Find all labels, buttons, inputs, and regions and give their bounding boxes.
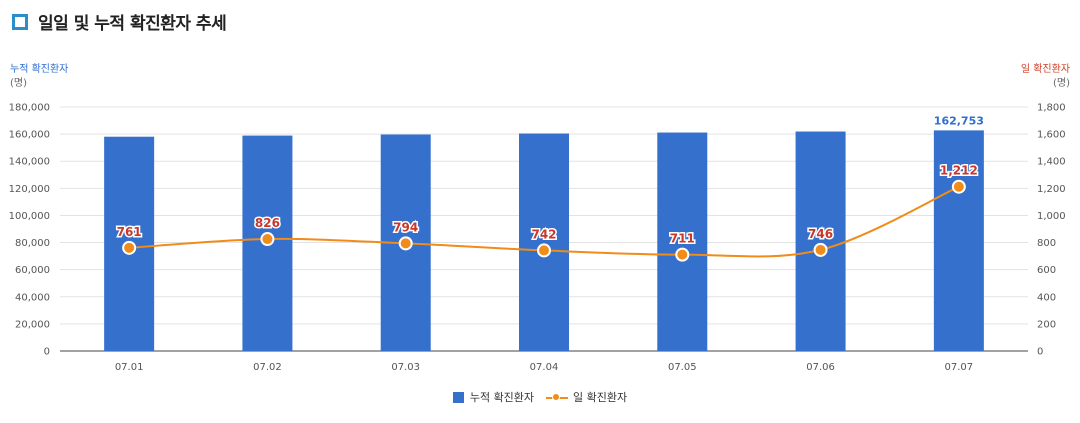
left-tick-label: 80,000	[15, 238, 50, 249]
left-tick-label: 120,000	[9, 184, 50, 195]
bar	[519, 133, 569, 351]
chart-title: 일일 및 누적 확진환자 추세	[38, 14, 227, 34]
line-data-label: 826	[255, 216, 280, 230]
left-tick-label: 140,000	[9, 157, 50, 168]
bar-swatch-icon	[452, 391, 464, 403]
square-bullet-icon	[12, 13, 28, 30]
left-tick-label: 0	[44, 347, 50, 358]
combo-chart: 0 0 20,000 200 40,000 400 60,000 600 80,000 800 10…	[9, 103, 1066, 374]
legend-item-cumulative[interactable]: 누적 확진환자	[452, 389, 535, 405]
left-axis-title: 누적 확진환자	[10, 64, 69, 75]
line-data-label: 794	[393, 220, 418, 234]
right-tick-label: 1,200	[1037, 184, 1066, 195]
x-tick-label: 07.03	[391, 362, 420, 373]
x-tick-label: 07.04	[530, 362, 559, 373]
x-tick-label: 07.05	[668, 362, 697, 373]
left-tick-label: 180,000	[9, 103, 50, 114]
line-data-label: 746	[808, 227, 833, 241]
legend-label-cumulative: 누적 확진환자	[469, 391, 535, 404]
line-data-label: 761	[117, 225, 142, 239]
right-tick-label: 0	[1037, 347, 1043, 358]
legend-item-daily[interactable]: 일 확진환자	[546, 389, 627, 405]
chart-legend: 누적 확진환자 일 확진환자	[0, 389, 1080, 405]
line-data-label: 1,212	[940, 164, 978, 178]
right-tick-label: 1,600	[1037, 130, 1066, 141]
right-tick-label: 1,400	[1037, 157, 1066, 168]
right-tick-label: 400	[1037, 292, 1056, 303]
right-axis-unit: (명)	[1052, 78, 1070, 89]
legend-label-daily: 일 확진환자	[573, 391, 628, 404]
line-data-label: 711	[670, 232, 695, 246]
line-point	[675, 247, 690, 262]
left-tick-label: 20,000	[15, 319, 50, 330]
left-tick-label: 40,000	[15, 292, 50, 303]
line-data-label: 742	[531, 227, 556, 241]
right-tick-label: 800	[1037, 238, 1056, 249]
left-tick-label: 100,000	[9, 211, 50, 222]
bar	[657, 132, 708, 351]
left-tick-label: 60,000	[15, 265, 50, 276]
x-tick-label: 07.06	[806, 362, 835, 373]
line-point	[398, 236, 413, 251]
left-tick-label: 160,000	[9, 130, 50, 141]
bar	[795, 131, 846, 351]
right-tick-label: 1,000	[1037, 211, 1066, 222]
right-tick-label: 1,800	[1037, 103, 1066, 114]
left-axis-unit: (명)	[10, 78, 28, 89]
line-point	[951, 179, 966, 194]
chart-header: 일일 및 누적 확진환자 추세	[12, 9, 227, 34]
line-point	[813, 242, 828, 257]
x-tick-label: 07.01	[115, 362, 144, 373]
line-point	[122, 240, 137, 255]
line-point	[537, 243, 551, 258]
x-tick-label: 07.07	[945, 362, 974, 373]
right-tick-label: 200	[1037, 319, 1056, 330]
right-tick-label: 600	[1037, 265, 1056, 276]
line-swatch-icon	[546, 392, 569, 403]
x-tick-label: 07.02	[253, 362, 282, 373]
bar-data-label: 162,753	[934, 114, 984, 127]
bar	[933, 130, 984, 351]
right-axis-title: 일 확진환자	[1020, 64, 1070, 75]
line-point	[260, 232, 275, 247]
